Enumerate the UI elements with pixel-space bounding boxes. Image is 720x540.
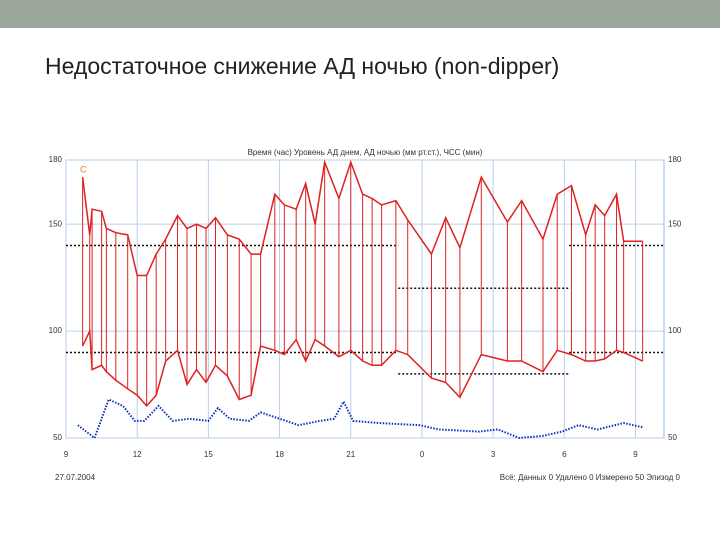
series-line [81, 328, 643, 408]
y2-tick-label: 50 [668, 433, 677, 442]
series-line [77, 398, 643, 440]
header-band [0, 0, 720, 28]
y2-tick-label: 100 [668, 326, 682, 335]
x-tick-label: 9 [64, 450, 69, 459]
y-tick-label: 150 [49, 219, 63, 228]
chart-title: Время (час) Уровень АД днем, АД ночью (м… [248, 148, 483, 157]
y-tick-label: 50 [53, 433, 62, 442]
x-tick-label: 12 [133, 450, 142, 459]
date-label: 27.07.2004 [55, 473, 96, 482]
y2-tick-label: 180 [668, 155, 682, 164]
x-tick-label: 21 [346, 450, 355, 459]
y-tick-label: 180 [49, 155, 63, 164]
y2-tick-label: 150 [668, 219, 682, 228]
x-tick-label: 18 [275, 450, 284, 459]
x-tick-label: 6 [562, 450, 567, 459]
slide-title: Недостаточное снижение АД ночью (non-dip… [45, 53, 560, 79]
y-tick-label: 100 [49, 326, 63, 335]
x-tick-label: 0 [420, 450, 425, 459]
x-tick-label: 15 [204, 450, 213, 459]
x-tick-label: 9 [633, 450, 638, 459]
footer-text: Всё: Данных 0 Удалено 0 Измерено 50 Эпиз… [500, 473, 681, 482]
marker-label: C [80, 164, 87, 174]
series-line [81, 159, 643, 277]
x-tick-label: 3 [491, 450, 496, 459]
